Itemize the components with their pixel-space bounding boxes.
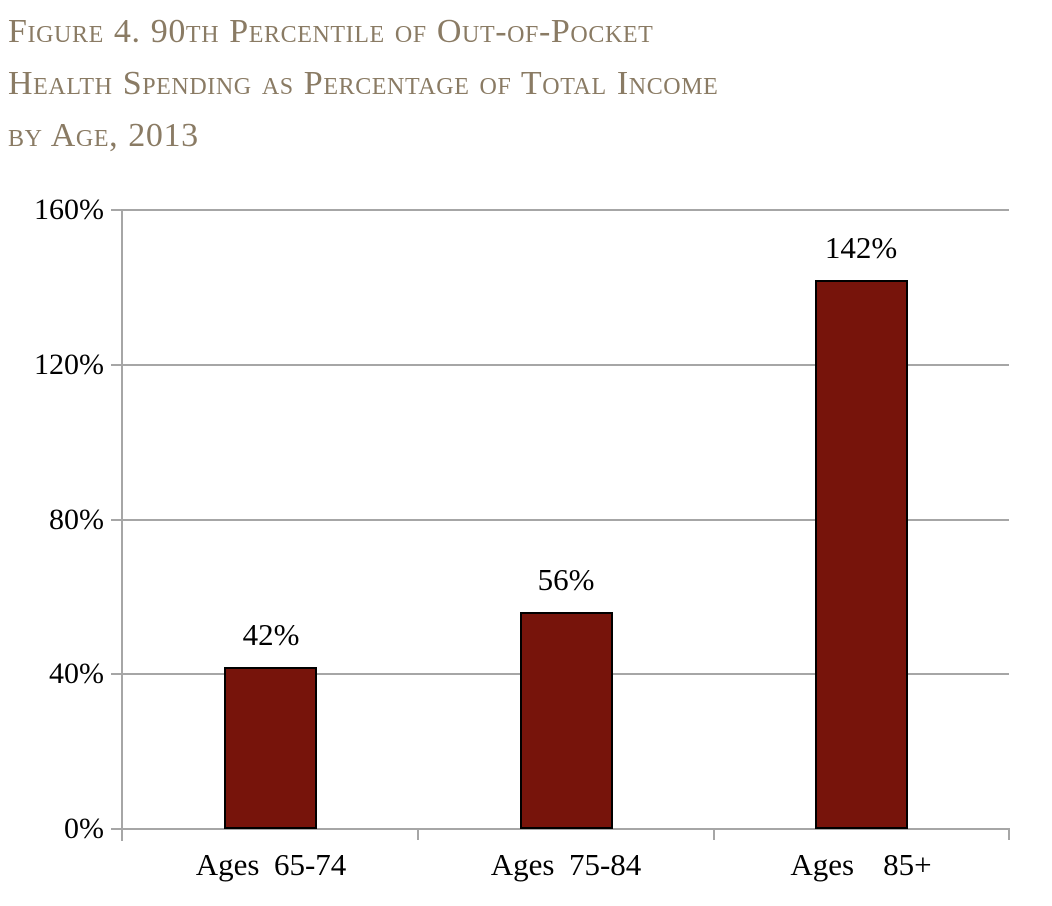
bar-2 (520, 612, 613, 829)
bar-value-label-2: 56% (537, 562, 595, 597)
x-tick-1 (417, 828, 419, 840)
y-tick-120 (111, 364, 123, 366)
bar-1 (224, 667, 317, 829)
bar-3 (815, 280, 908, 829)
y-tick-160 (111, 209, 123, 211)
y-axis-label-40: 40% (49, 657, 104, 690)
figure-title-line-1: Figure 4. 90th Percentile of Out-of-Pock… (8, 13, 654, 50)
gridline-160 (123, 209, 1009, 211)
x-axis-category-label-1: Ages 65-74 (195, 847, 347, 882)
gridline-120 (123, 364, 1009, 366)
x-axis-category-label-2: Ages 75-84 (490, 847, 642, 882)
figure-title-line-3: by Age, 2013 (8, 117, 199, 154)
y-axis-label-0: 0% (64, 812, 104, 845)
x-axis-category-label-3: Ages 85+ (790, 847, 932, 882)
y-axis-label-120: 120% (34, 348, 104, 381)
y-tick-80 (111, 519, 123, 521)
x-tick-3 (1008, 828, 1010, 840)
bar-value-label-1: 42% (242, 617, 300, 652)
y-axis-label-160: 160% (34, 193, 104, 226)
figure-title: Figure 4. 90th Percentile of Out-of-Pock… (8, 6, 1048, 162)
y-axis-label-80: 80% (49, 503, 104, 536)
figure-title-line-2: Health Spending as Percentage of Total I… (8, 65, 719, 102)
y-tick-0 (111, 828, 123, 830)
gridline-80 (123, 519, 1009, 521)
y-tick-40 (111, 673, 123, 675)
x-axis-line (123, 828, 1009, 830)
bar-value-label-3: 142% (824, 230, 898, 265)
x-tick-2 (713, 828, 715, 840)
y-axis-line (121, 210, 123, 841)
